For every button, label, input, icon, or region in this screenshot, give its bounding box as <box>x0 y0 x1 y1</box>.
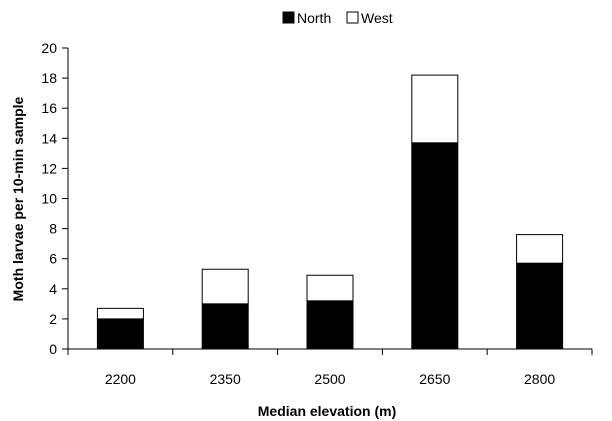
y-tick-label: 18 <box>41 70 57 86</box>
y-tick-label: 12 <box>41 160 57 176</box>
bar-north-2800 <box>516 262 564 350</box>
x-tick-label: 2650 <box>419 371 450 387</box>
bar-north-2350 <box>201 303 249 350</box>
x-axis: 2200 2350 2500 2650 2800 <box>67 348 593 387</box>
y-axis: 0 2 4 6 8 10 12 14 16 18 20 <box>41 40 69 357</box>
bar-west-2500 <box>306 274 354 302</box>
y-tick-label: 16 <box>41 100 57 116</box>
legend-label-north: North <box>297 10 331 26</box>
bar-west-2350 <box>201 268 249 305</box>
y-tick-label: 4 <box>49 281 57 297</box>
legend-swatch-north <box>282 11 295 24</box>
y-tick-label: 0 <box>49 341 57 357</box>
x-tick-label: 2800 <box>524 371 555 387</box>
bar-north-2500 <box>306 300 354 350</box>
y-tick-label: 20 <box>41 40 57 56</box>
bar-west-2650 <box>411 74 459 144</box>
x-axis-title: Median elevation (m) <box>258 403 396 419</box>
y-tick-label: 14 <box>41 130 57 146</box>
x-tick-label: 2350 <box>210 371 241 387</box>
x-tick-label: 2500 <box>314 371 345 387</box>
bar-west-2200 <box>96 307 144 320</box>
y-tick-label: 6 <box>49 251 57 267</box>
y-tick-label: 8 <box>49 221 57 237</box>
y-tick-label: 10 <box>41 191 57 207</box>
y-tick-label: 2 <box>49 311 57 327</box>
legend-label-west: West <box>361 10 393 26</box>
x-tick-label: 2200 <box>105 371 136 387</box>
legend-swatch-west <box>346 11 359 24</box>
bars <box>96 74 564 350</box>
y-axis-title: Moth larvae per 10-min sample <box>10 96 26 301</box>
legend: North West <box>282 10 393 26</box>
bar-north-2650 <box>411 142 459 350</box>
bar-west-2800 <box>516 234 564 264</box>
bar-north-2200 <box>96 318 144 350</box>
